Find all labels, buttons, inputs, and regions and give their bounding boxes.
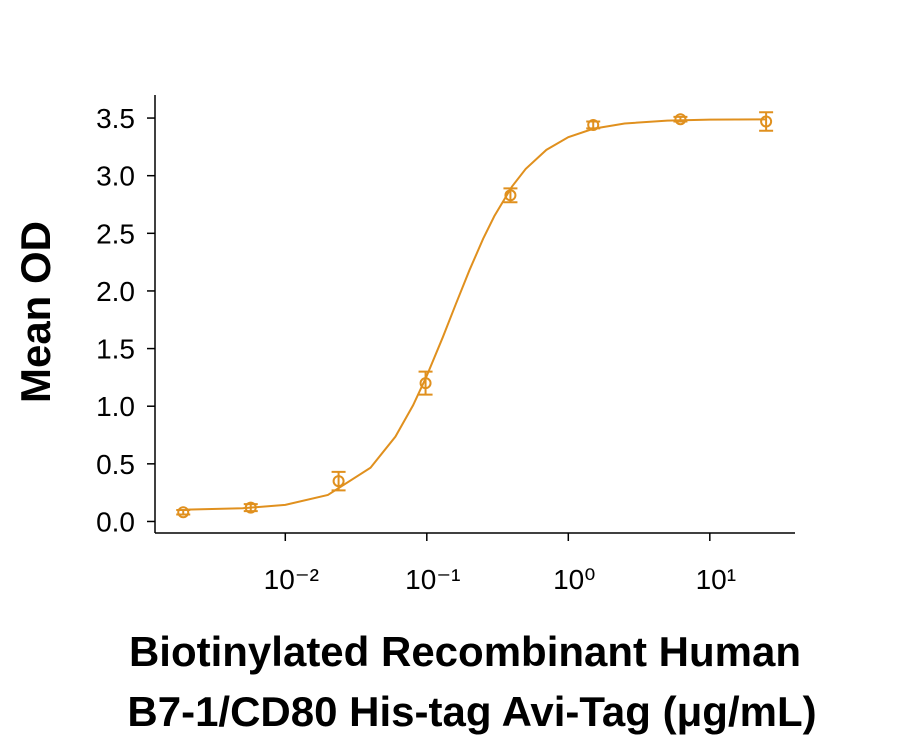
data-point bbox=[419, 377, 432, 390]
fit-curve bbox=[186, 118, 767, 511]
x-tick-label: 10⁻² bbox=[264, 564, 319, 595]
data-point bbox=[587, 118, 600, 131]
y-tick-label: 0.5 bbox=[96, 449, 135, 480]
error-bar bbox=[331, 470, 346, 492]
y-tick-label: 2.5 bbox=[96, 218, 135, 249]
x-tick-label: 10⁻¹ bbox=[405, 564, 460, 595]
error-bar bbox=[418, 370, 433, 396]
y-tick-label: 1.0 bbox=[96, 391, 135, 422]
x-tick-label: 10⁰ bbox=[553, 564, 595, 595]
x-axis-title: B7-1/CD80 His-tag Avi-Tag (μg/mL) bbox=[127, 688, 816, 735]
data-point bbox=[177, 506, 190, 519]
y-tick-label: 0.0 bbox=[96, 506, 135, 537]
x-tick-label: 10¹ bbox=[696, 564, 736, 595]
data-point bbox=[244, 501, 257, 514]
y-axis-title: Mean OD bbox=[12, 221, 59, 403]
data-point bbox=[674, 113, 687, 126]
y-tick-label: 1.5 bbox=[96, 334, 135, 365]
y-tick-label: 3.5 bbox=[96, 103, 135, 134]
x-axis-title: Biotinylated Recombinant Human bbox=[129, 628, 801, 675]
y-tick-label: 2.0 bbox=[96, 276, 135, 307]
data-point bbox=[504, 189, 517, 202]
y-tick-label: 3.0 bbox=[96, 161, 135, 192]
error-bar bbox=[759, 111, 774, 132]
data-point bbox=[760, 115, 773, 128]
data-point bbox=[332, 475, 345, 488]
